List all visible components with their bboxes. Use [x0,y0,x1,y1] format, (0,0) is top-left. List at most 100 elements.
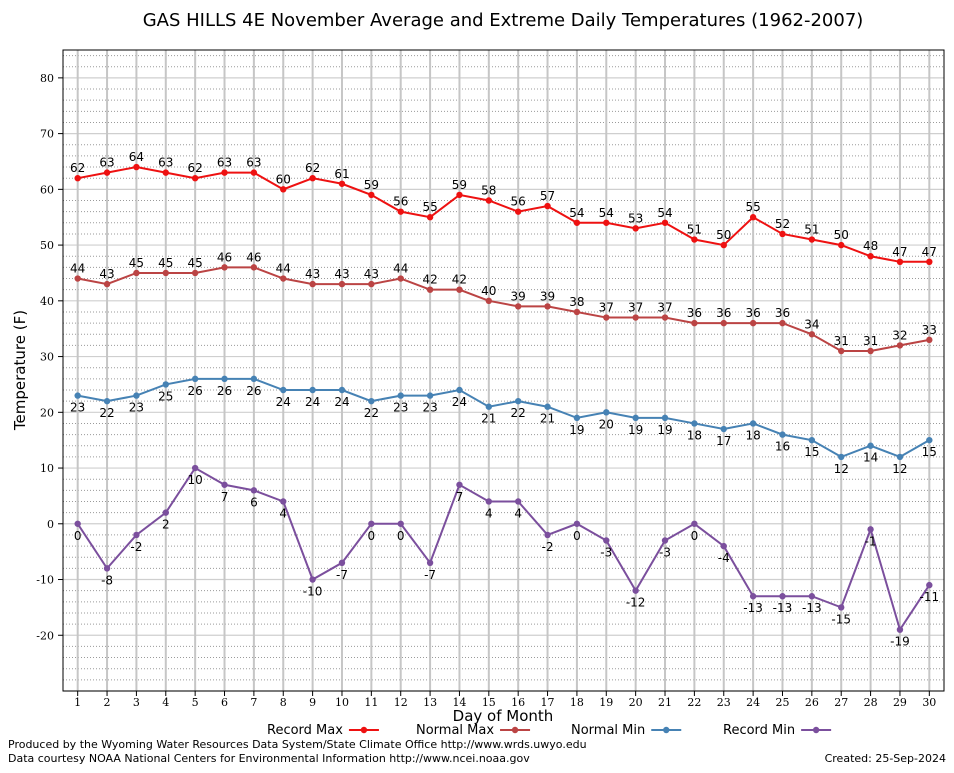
data-label-normal-min: 22 [511,406,526,420]
data-point-record-min [838,604,845,611]
data-label-record-min: -1 [865,534,877,548]
data-point-record-max [632,225,639,232]
data-point-normal-max [309,280,316,288]
data-label-record-max: 59 [452,178,467,192]
data-point-record-min [779,593,786,600]
data-point-normal-min [896,453,904,461]
x-tick-label: 13 [423,696,437,709]
legend-marker-normal-max [511,726,519,734]
data-label-normal-max: 32 [892,328,907,342]
data-point-normal-max [397,275,404,282]
data-label-record-min: 0 [573,529,581,543]
data-label-normal-max: 45 [129,256,144,270]
data-point-normal-min [749,420,757,427]
data-point-record-max [603,219,610,226]
data-label-normal-max: 43 [99,267,114,281]
y-axis-label: Temperature (F) [11,310,29,431]
data-label-record-max: 64 [129,150,144,164]
data-label-record-max: 50 [716,228,731,242]
data-label-record-max: 47 [922,245,937,259]
data-label-record-max: 60 [276,172,291,186]
data-label-record-max: 56 [393,195,408,209]
data-point-record-max [309,175,316,182]
data-point-normal-max [103,280,111,288]
data-label-normal-min: 26 [188,384,203,398]
data-point-normal-min [661,414,669,422]
x-tick-label: 25 [775,696,789,709]
data-label-normal-max: 44 [393,262,408,276]
data-point-record-min [691,520,698,527]
data-label-record-max: 62 [188,161,203,175]
data-point-normal-min [632,414,639,422]
data-label-record-max: 62 [305,161,320,175]
series-line-record-max [77,166,930,263]
data-label-normal-min: 24 [334,395,349,409]
data-point-record-min [749,593,757,600]
plot-background [63,50,944,691]
x-tick-label: 26 [805,696,819,709]
data-point-record-min [456,481,463,488]
data-point-normal-min [221,375,228,383]
data-label-record-min: -3 [600,546,612,560]
chart-title: GAS HILLS 4E November Average and Extrem… [143,10,864,31]
data-label-normal-min: 23 [70,401,85,415]
data-label-normal-min: 16 [775,440,790,454]
data-point-normal-min [720,425,727,433]
data-label-record-min: 6 [250,495,258,509]
data-point-record-max [896,258,904,266]
data-label-normal-min: 25 [158,389,173,403]
x-tick-label: 6 [221,696,228,709]
data-credit: Data courtesy NOAA National Centers for … [8,752,530,765]
data-label-record-min: -10 [303,585,323,599]
data-label-record-min: -15 [831,612,851,626]
data-point-normal-min [338,386,346,394]
data-point-record-max [456,191,463,199]
data-point-normal-max [632,314,639,321]
series-line-normal-max [77,266,930,352]
data-point-normal-min [162,381,169,388]
data-point-record-max [661,219,669,226]
data-point-normal-max [456,286,463,293]
data-label-normal-min: 23 [422,401,437,415]
data-label-record-min: 7 [221,490,229,504]
data-label-normal-min: 19 [628,423,643,437]
data-label-normal-min: 23 [129,401,144,415]
data-label-record-min: -2 [130,540,142,554]
data-point-normal-max [603,314,610,321]
data-label-record-max: 51 [804,223,819,237]
data-label-record-min: -19 [890,635,910,649]
data-point-normal-max [720,319,727,327]
data-label-record-max: 48 [863,239,878,253]
legend-label-record-min: Record Min [723,723,795,738]
y-tick-label: 70 [40,128,54,141]
data-point-record-min [103,565,111,572]
data-label-normal-min: 19 [657,423,672,437]
data-label-record-min: -4 [718,551,730,565]
x-tick-label: 16 [511,696,525,709]
data-point-normal-max [485,297,493,305]
data-label-record-max: 63 [99,156,114,170]
y-tick-label: 30 [40,351,54,364]
legend: Record Max Normal Max Normal Min Record Min [267,723,832,738]
data-label-record-max: 63 [246,156,261,170]
data-point-record-min [720,542,727,550]
data-label-record-max: 51 [687,223,702,237]
legend-label-normal-min: Normal Min [571,723,645,738]
y-tick-label: 0 [47,518,54,531]
data-point-record-max [280,186,287,193]
data-point-normal-max [74,275,81,282]
data-point-normal-min [808,436,816,444]
data-point-record-min [544,531,551,539]
x-tick-label: 21 [658,696,672,709]
data-label-record-min: 0 [691,529,699,543]
data-label-normal-min: 21 [481,412,496,426]
data-point-record-max [162,169,169,176]
data-point-record-min [603,537,610,544]
data-point-normal-max [926,336,933,344]
legend-marker-record-max [360,726,368,734]
data-label-normal-min: 20 [599,417,614,431]
data-label-record-max: 57 [540,189,555,203]
x-tick-label: 24 [746,696,760,709]
x-tick-label: 27 [834,696,848,709]
data-label-normal-max: 36 [716,306,731,320]
